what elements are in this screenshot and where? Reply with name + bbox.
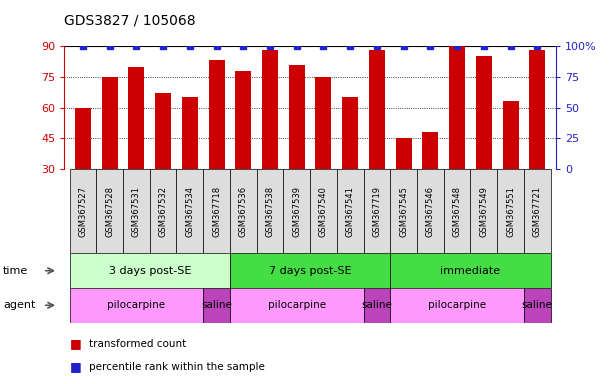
Text: GSM367545: GSM367545 [399,186,408,237]
Bar [230,169,257,253]
Bar [230,253,390,288]
Bar [444,169,470,253]
Bar [342,97,358,169]
Bar [123,169,150,253]
Bar [315,77,332,169]
Text: GSM367538: GSM367538 [266,185,274,237]
Bar [396,138,412,169]
Text: GSM367549: GSM367549 [480,186,488,237]
Text: immediate: immediate [441,266,500,276]
Text: GSM367718: GSM367718 [212,185,221,237]
Bar [70,169,97,253]
Bar [476,56,492,169]
Text: ■: ■ [70,360,82,373]
Bar [310,169,337,253]
Text: saline: saline [362,300,392,310]
Text: transformed count: transformed count [89,339,186,349]
Bar [337,169,364,253]
Bar [390,288,524,323]
Text: ■: ■ [70,337,82,350]
Bar [524,169,551,253]
Bar [177,169,203,253]
Text: pilocarpine: pilocarpine [428,300,486,310]
Text: agent: agent [3,300,35,310]
Text: GSM367528: GSM367528 [105,186,114,237]
Text: pilocarpine: pilocarpine [108,300,166,310]
Bar [235,71,251,169]
Bar [369,50,385,169]
Text: GSM367532: GSM367532 [159,186,167,237]
Bar [203,288,230,323]
Text: GSM367719: GSM367719 [373,186,381,237]
Text: GSM367539: GSM367539 [292,186,301,237]
Bar [364,288,390,323]
Bar [155,93,171,169]
Text: GSM367548: GSM367548 [453,186,461,237]
Text: 3 days post-SE: 3 days post-SE [109,266,191,276]
Text: percentile rank within the sample: percentile rank within the sample [89,362,265,372]
Text: 7 days post-SE: 7 days post-SE [269,266,351,276]
Bar [390,169,417,253]
Text: time: time [3,266,28,276]
Bar [70,288,203,323]
Text: GSM367531: GSM367531 [132,186,141,237]
Text: saline: saline [201,300,232,310]
Text: GDS3827 / 105068: GDS3827 / 105068 [64,13,196,27]
Bar [417,169,444,253]
Bar [75,108,91,169]
Text: GSM367546: GSM367546 [426,186,435,237]
Bar [97,169,123,253]
Text: GSM367551: GSM367551 [506,186,515,237]
Bar [70,253,230,288]
Bar [364,169,390,253]
Bar [502,101,519,169]
Bar [422,132,439,169]
Bar [150,169,177,253]
Text: GSM367534: GSM367534 [185,186,194,237]
Text: GSM367541: GSM367541 [346,186,354,237]
Text: GSM367540: GSM367540 [319,186,328,237]
Text: GSM367527: GSM367527 [78,186,87,237]
Bar [284,169,310,253]
Text: GSM367721: GSM367721 [533,186,542,237]
Bar [203,169,230,253]
Bar [449,46,465,169]
Bar [289,65,305,169]
Bar [390,253,551,288]
Bar [470,169,497,253]
Bar [497,169,524,253]
Bar [524,288,551,323]
Bar [128,66,144,169]
Text: saline: saline [522,300,553,310]
Bar [230,288,364,323]
Text: pilocarpine: pilocarpine [268,300,326,310]
Bar [182,97,198,169]
Bar [529,50,546,169]
Bar [101,77,118,169]
Bar [262,50,278,169]
Bar [257,169,284,253]
Bar [208,60,225,169]
Text: GSM367536: GSM367536 [239,185,247,237]
